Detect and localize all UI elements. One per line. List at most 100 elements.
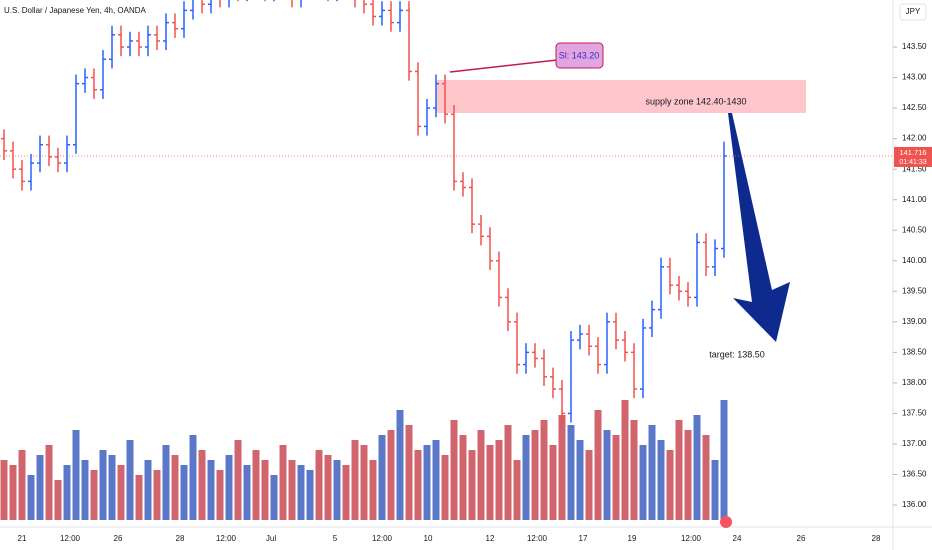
volume-bar [171, 455, 179, 520]
y-tick-label: 141.00 [902, 195, 927, 204]
x-tick-label: 28 [176, 534, 185, 543]
volume-bar [486, 445, 494, 520]
volume-bar [72, 430, 80, 520]
volume-bar [189, 435, 197, 520]
y-tick-label: 139.50 [902, 286, 927, 295]
price-layer [1, 0, 727, 423]
volume-bar [711, 460, 719, 520]
volume-bar [648, 425, 656, 520]
y-tick-label: 136.00 [902, 500, 927, 509]
y-tick-label: 138.50 [902, 347, 927, 356]
stop-loss-pointer [449, 59, 558, 73]
volume-bar [243, 465, 251, 520]
volume-bar [657, 440, 665, 520]
volume-bar [378, 435, 386, 520]
volume-bar [369, 460, 377, 520]
volume-bar [531, 430, 539, 520]
volume-bar [513, 460, 521, 520]
volume-bar [324, 455, 332, 520]
target-label: target: 138.50 [709, 349, 765, 359]
volume-bar [387, 430, 395, 520]
x-tick-label: 19 [628, 534, 637, 543]
volume-bar [234, 440, 242, 520]
volume-bar [441, 455, 449, 520]
volume-bar [225, 455, 233, 520]
volume-bar [0, 460, 8, 520]
volume-bar [351, 440, 359, 520]
volume-bar [162, 445, 170, 520]
volume-bar [540, 420, 548, 520]
volume-bar [63, 465, 71, 520]
symbol-title: U.S. Dollar / Japanese Yen, 4h, OANDA [4, 6, 147, 15]
x-tick-label: 26 [114, 534, 123, 543]
volume-bar [288, 460, 296, 520]
volume-bar [36, 455, 44, 520]
volume-bar [144, 460, 152, 520]
y-tick-label: 141.50 [902, 164, 927, 173]
x-tick-label: Jul [266, 534, 276, 543]
x-tick-label: 17 [579, 534, 588, 543]
volume-bar [216, 470, 224, 520]
down-arrow [728, 113, 790, 342]
volume-bar [567, 425, 575, 520]
last-price-label: 141.716 [899, 148, 926, 157]
volume-bar [90, 470, 98, 520]
stop-loss-box [555, 42, 604, 69]
volume-bar [396, 410, 404, 520]
y-tick-label: 137.50 [902, 409, 927, 418]
supply-zone [436, 80, 806, 113]
volume-bar [54, 480, 62, 520]
volume-bar [333, 460, 341, 520]
x-tick-label: 12 [486, 534, 495, 543]
volume-bar [558, 415, 566, 520]
x-tick-label: 10 [424, 534, 433, 543]
volume-bar [522, 435, 530, 520]
currency-box[interactable] [899, 3, 927, 21]
volume-bar [693, 415, 701, 520]
stop-loss-label: Sl: 143.20 [559, 50, 600, 60]
y-tick-label: 139.00 [902, 317, 927, 326]
volume-bar [423, 445, 431, 520]
volume-bar [450, 420, 458, 520]
volume-bar [720, 400, 728, 520]
volume-layer [0, 400, 728, 520]
x-tick-label: 21 [18, 534, 27, 543]
volume-bar [576, 440, 584, 520]
volume-bar [27, 475, 35, 520]
x-tick-label: 12:00 [60, 534, 81, 543]
y-tick-label: 140.50 [902, 225, 927, 234]
y-tick-label: 142.50 [902, 103, 927, 112]
y-tick-label: 138.00 [902, 378, 927, 387]
x-tick-label: 12:00 [372, 534, 393, 543]
volume-bar [9, 465, 17, 520]
volume-bar [432, 440, 440, 520]
volume-bar [126, 440, 134, 520]
volume-bar [414, 450, 422, 520]
volume-bar [198, 450, 206, 520]
volume-bar [405, 425, 413, 520]
volume-bar [45, 445, 53, 520]
volume-bar [153, 470, 161, 520]
y-tick-label: 143.50 [902, 42, 927, 51]
volume-bar [675, 420, 683, 520]
volume-bar [297, 465, 305, 520]
event-icon[interactable] [720, 516, 732, 528]
y-tick-label: 142.00 [902, 134, 927, 143]
volume-bar [549, 445, 557, 520]
volume-bar [603, 430, 611, 520]
volume-bar [117, 465, 125, 520]
x-tick-label: 28 [872, 534, 881, 543]
volume-bar [639, 445, 647, 520]
volume-bar [594, 410, 602, 520]
volume-bar [135, 475, 143, 520]
volume-bar [477, 430, 485, 520]
x-tick-label: 5 [333, 534, 338, 543]
x-tick-label: 12:00 [681, 534, 702, 543]
volume-bar [702, 435, 710, 520]
x-tick-label: 26 [797, 534, 806, 543]
volume-bar [342, 465, 350, 520]
volume-bar [504, 425, 512, 520]
volume-bar [207, 460, 215, 520]
volume-bar [630, 420, 638, 520]
